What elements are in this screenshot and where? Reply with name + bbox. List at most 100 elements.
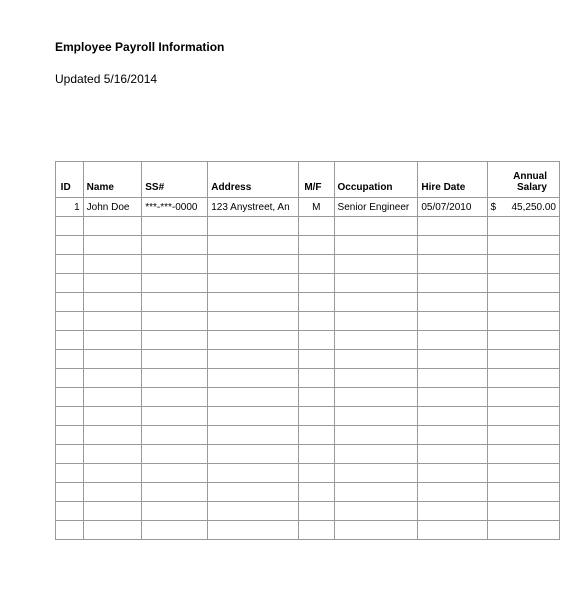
cell-ssn: ***-***-0000	[142, 198, 208, 217]
empty-cell	[208, 483, 299, 502]
empty-cell	[299, 521, 334, 540]
empty-cell	[334, 312, 418, 331]
col-header-address: Address	[208, 162, 299, 198]
empty-cell	[487, 255, 559, 274]
empty-cell	[418, 274, 487, 293]
empty-cell	[83, 407, 142, 426]
empty-cell	[142, 217, 208, 236]
empty-cell	[56, 369, 84, 388]
empty-cell	[142, 426, 208, 445]
empty-cell	[487, 464, 559, 483]
empty-cell	[208, 236, 299, 255]
page-title: Employee Payroll Information	[55, 40, 560, 54]
empty-cell	[56, 255, 84, 274]
col-header-name: Name	[83, 162, 142, 198]
col-header-hiredate: Hire Date	[418, 162, 487, 198]
empty-cell	[418, 236, 487, 255]
table-row	[56, 255, 560, 274]
col-header-ssn: SS#	[142, 162, 208, 198]
empty-cell	[83, 312, 142, 331]
updated-date: 5/16/2014	[104, 72, 157, 86]
empty-cell	[299, 293, 334, 312]
empty-cell	[418, 521, 487, 540]
empty-cell	[418, 483, 487, 502]
empty-cell	[334, 293, 418, 312]
empty-cell	[83, 217, 142, 236]
empty-cell	[83, 521, 142, 540]
empty-cell	[142, 293, 208, 312]
col-header-mf: M/F	[299, 162, 334, 198]
table-row	[56, 483, 560, 502]
empty-cell	[142, 350, 208, 369]
empty-cell	[299, 388, 334, 407]
empty-cell	[83, 388, 142, 407]
empty-cell	[418, 350, 487, 369]
empty-cell	[208, 502, 299, 521]
col-header-id: ID	[56, 162, 84, 198]
empty-cell	[418, 464, 487, 483]
empty-cell	[208, 388, 299, 407]
empty-cell	[334, 350, 418, 369]
empty-cell	[142, 521, 208, 540]
empty-cell	[487, 274, 559, 293]
empty-cell	[208, 464, 299, 483]
empty-cell	[334, 502, 418, 521]
empty-cell	[418, 255, 487, 274]
empty-cell	[208, 407, 299, 426]
empty-cell	[487, 407, 559, 426]
empty-cell	[487, 445, 559, 464]
cell-mf: M	[299, 198, 334, 217]
empty-cell	[487, 426, 559, 445]
empty-cell	[334, 217, 418, 236]
empty-cell	[487, 388, 559, 407]
empty-cell	[299, 407, 334, 426]
empty-cell	[418, 331, 487, 350]
table-row	[56, 407, 560, 426]
salary-currency: $	[491, 202, 497, 213]
cell-salary: $45,250.00	[487, 198, 559, 217]
empty-cell	[142, 255, 208, 274]
cell-occupation: Senior Engineer	[334, 198, 418, 217]
empty-cell	[56, 331, 84, 350]
empty-cell	[56, 426, 84, 445]
table-row	[56, 217, 560, 236]
empty-cell	[418, 369, 487, 388]
cell-hiredate: 05/07/2010	[418, 198, 487, 217]
empty-cell	[299, 445, 334, 464]
empty-cell	[299, 331, 334, 350]
empty-cell	[418, 293, 487, 312]
empty-cell	[299, 312, 334, 331]
empty-cell	[334, 445, 418, 464]
table-body: 1John Doe***-***-0000123 Anystreet, AnMS…	[56, 198, 560, 540]
updated-label: Updated	[55, 72, 100, 86]
empty-cell	[208, 312, 299, 331]
empty-cell	[56, 350, 84, 369]
empty-cell	[142, 445, 208, 464]
empty-cell	[208, 293, 299, 312]
table-row	[56, 236, 560, 255]
empty-cell	[487, 236, 559, 255]
empty-cell	[487, 293, 559, 312]
empty-cell	[299, 274, 334, 293]
empty-cell	[299, 236, 334, 255]
empty-cell	[418, 502, 487, 521]
empty-cell	[83, 274, 142, 293]
empty-cell	[56, 502, 84, 521]
updated-line: Updated 5/16/2014	[55, 72, 560, 86]
empty-cell	[56, 274, 84, 293]
empty-cell	[56, 445, 84, 464]
empty-cell	[418, 217, 487, 236]
empty-cell	[208, 331, 299, 350]
table-row	[56, 502, 560, 521]
empty-cell	[418, 407, 487, 426]
empty-cell	[83, 426, 142, 445]
empty-cell	[208, 350, 299, 369]
empty-cell	[487, 312, 559, 331]
cell-name: John Doe	[83, 198, 142, 217]
empty-cell	[56, 217, 84, 236]
empty-cell	[142, 236, 208, 255]
table-row	[56, 274, 560, 293]
payroll-table: ID Name SS# Address M/F Occupation Hire …	[55, 161, 560, 540]
empty-cell	[334, 331, 418, 350]
empty-cell	[56, 388, 84, 407]
